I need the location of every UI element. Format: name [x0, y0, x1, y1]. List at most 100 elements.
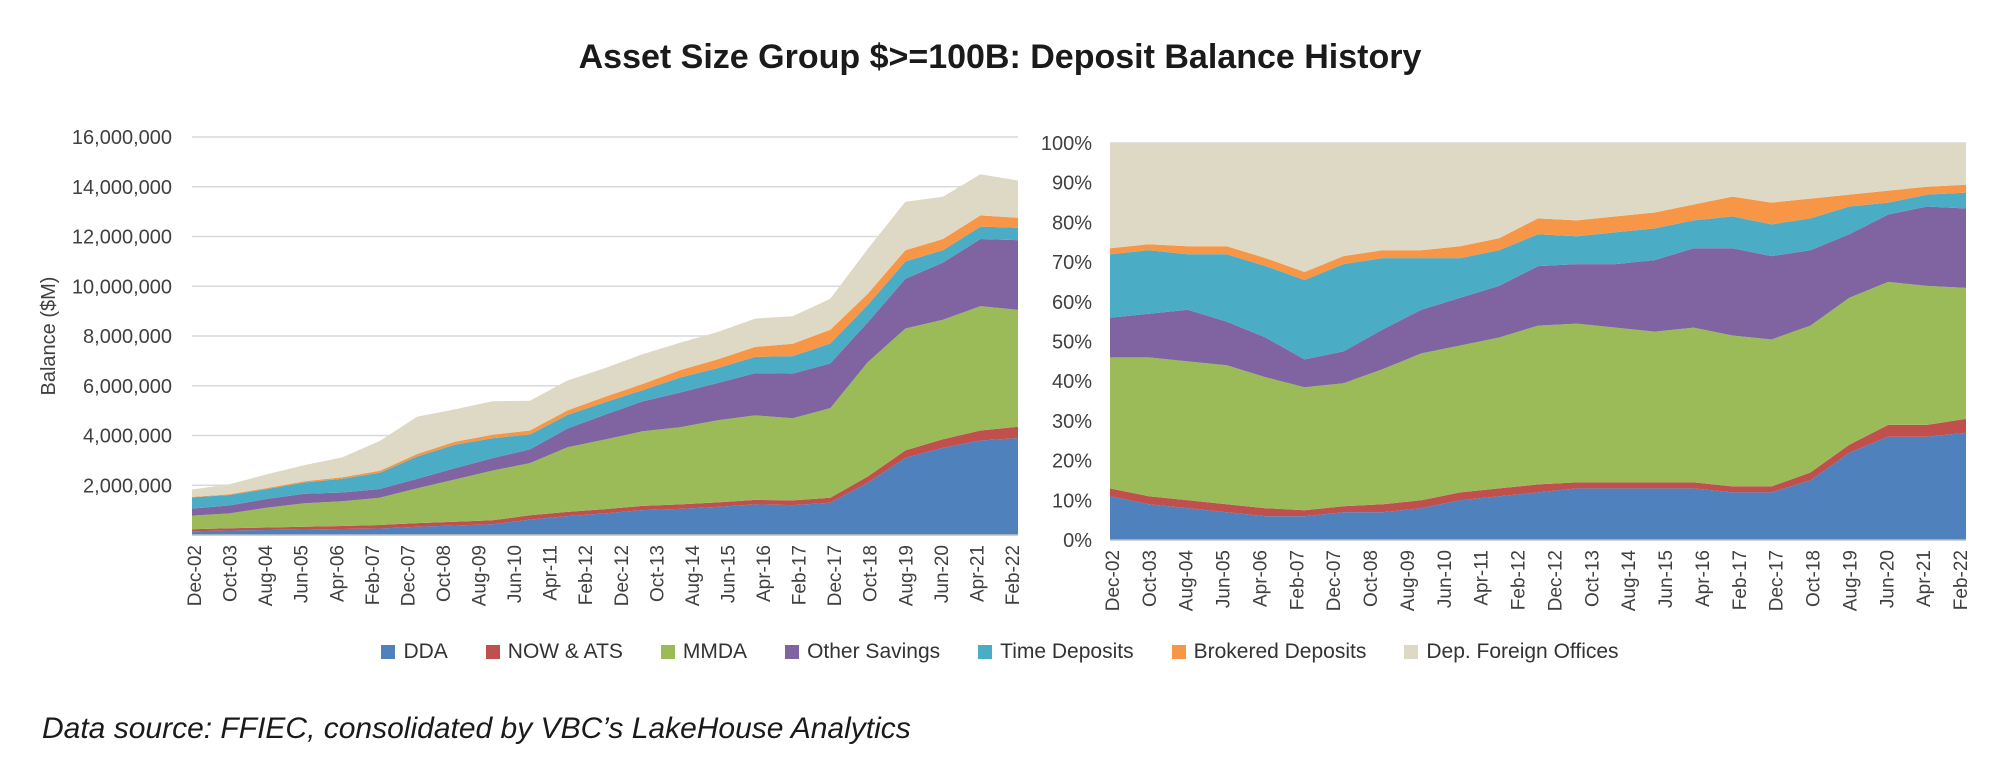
x-tick-label: Apr-11: [1472, 550, 1493, 606]
y-tick-label: 70%: [1052, 252, 1092, 274]
absolute-balance-chart: 2,000,000 4,000,000 6,000,000 8,000,000 10,0…: [38, 127, 1024, 606]
area-time-deposits: [192, 226, 1018, 509]
x-tick-label: Feb-22: [1003, 545, 1024, 605]
legend-swatch: [978, 645, 993, 659]
x-tick-label: Jun-05: [292, 545, 313, 603]
x-tick-label: Jun-05: [1214, 550, 1235, 608]
legend-swatch: [485, 645, 500, 659]
legend-label: NOW & ATS: [507, 640, 623, 663]
y-tick-label: 10,000,000: [72, 276, 172, 298]
y-tick-label: 20%: [1052, 451, 1092, 473]
area-now-ats: [192, 426, 1018, 532]
x-tick-label: Oct-08: [1361, 550, 1382, 607]
legend-label: MMDA: [682, 640, 748, 663]
y-tick-label: 14,000,000: [72, 177, 172, 199]
x-tick-label: Aug-19: [1840, 550, 1861, 611]
area-dep-foreign-offices: [1110, 143, 1966, 272]
chart-legend: DDA NOW & ATS MMDA Other Savings Time Deposi…: [0, 640, 2000, 664]
x-tick-label: Oct-18: [1804, 550, 1825, 607]
y-tick-label: 6,000,000: [83, 376, 172, 398]
x-tick-label: Apr-16: [1693, 550, 1714, 607]
x-tick-label: Jun-10: [1435, 550, 1456, 608]
x-tick-label: Apr-11: [541, 545, 562, 601]
y-tick-label: 12,000,000: [72, 227, 172, 249]
area-dda: [1110, 432, 1966, 540]
y-tick-label: 0%: [1063, 530, 1092, 552]
x-tick-label: Apr-06: [1250, 550, 1271, 607]
x-tick-label: Dec-12: [1545, 550, 1566, 611]
y-tick-label: 50%: [1052, 332, 1092, 354]
x-tick-label: Apr-21: [967, 545, 988, 602]
x-tick-label: Aug-09: [470, 545, 491, 606]
legend-label: Brokered Deposits: [1193, 640, 1367, 663]
legend-label: Other Savings: [807, 640, 941, 663]
x-tick-label: Jun-20: [932, 545, 953, 603]
y-tick-label: 60%: [1052, 292, 1092, 314]
data-source-note: Data source: FFIEC, consolidated by VBC’…: [42, 712, 911, 745]
y-axis-title: Balance ($M): [38, 277, 60, 396]
legend-item-dda: DDA: [381, 640, 448, 664]
legend-item-now-ats: NOW & ATS: [485, 640, 623, 664]
x-tick-label: Oct-03: [221, 545, 242, 602]
area-brokered-deposits: [192, 215, 1018, 498]
legend-item-time-deposits: Time Deposits: [978, 640, 1134, 664]
x-tick-label: Oct-18: [861, 545, 882, 602]
area-other-savings: [1110, 206, 1966, 388]
y-tick-label: 40%: [1052, 371, 1092, 393]
x-tick-label: Dec-02: [185, 545, 206, 606]
x-tick-label: Dec-07: [398, 545, 419, 606]
page-title: Asset Size Group $>=100B: Deposit Balanc…: [578, 38, 1422, 76]
area-other-savings: [192, 239, 1018, 516]
area-dep-foreign-offices: [192, 174, 1018, 497]
legend-item-mmda: MMDA: [660, 640, 748, 664]
x-tick-label: Feb-22: [1951, 550, 1972, 610]
x-tick-label: Jun-10: [505, 545, 526, 603]
x-tick-label: Dec-17: [825, 545, 846, 606]
x-tick-label: Feb-07: [1287, 550, 1308, 610]
x-tick-label: Feb-12: [576, 545, 597, 605]
area-brokered-deposits: [1110, 184, 1966, 280]
x-tick-label: Apr-21: [1914, 550, 1935, 607]
x-tick-label: Aug-04: [1177, 550, 1198, 612]
y-tick-label: 30%: [1052, 411, 1092, 433]
x-tick-label: Oct-08: [434, 545, 455, 602]
y-tick-label: 80%: [1052, 212, 1092, 234]
legend-item-dep-foreign-offices: Dep. Foreign Offices: [1404, 640, 1619, 664]
x-tick-label: Aug-04: [256, 545, 277, 607]
x-tick-label: Apr-06: [327, 545, 348, 602]
y-tick-label: 90%: [1052, 173, 1092, 195]
area-mmda: [192, 306, 1018, 530]
x-tick-label: Feb-17: [790, 545, 811, 605]
x-tick-label: Apr-16: [754, 545, 775, 602]
x-tick-label: Aug-09: [1398, 550, 1419, 611]
x-tick-label: Jun-20: [1877, 550, 1898, 608]
percent-share-chart: 0% 10% 20% 30% 40% 50% 60% 70% 80% 90% 100% Dec-02 O…: [1041, 133, 1972, 611]
area-dda: [192, 438, 1018, 535]
x-tick-label: Dec-02: [1103, 550, 1124, 611]
x-tick-label: Dec-07: [1324, 550, 1345, 611]
x-tick-label: Aug-19: [896, 545, 917, 606]
y-tick-label: 16,000,000: [72, 127, 172, 149]
x-tick-label: Oct-03: [1140, 550, 1161, 607]
y-tick-label: 2,000,000: [83, 475, 172, 497]
y-tick-label: 10%: [1052, 490, 1092, 512]
x-tick-label: Oct-13: [1582, 550, 1603, 607]
legend-label: Time Deposits: [1000, 640, 1134, 663]
y-tick-label: 8,000,000: [83, 326, 172, 348]
legend-swatch: [381, 645, 396, 659]
x-tick-label: Jun-15: [718, 545, 739, 603]
x-tick-label: Aug-14: [683, 545, 704, 607]
x-tick-label: Jun-15: [1656, 550, 1677, 608]
x-tick-label: Oct-13: [647, 545, 668, 602]
area-now-ats: [1110, 418, 1966, 517]
legend-swatch: [1171, 645, 1186, 659]
legend-label: Dep. Foreign Offices: [1426, 640, 1619, 663]
x-tick-label: Feb-17: [1730, 550, 1751, 610]
x-tick-label: Feb-12: [1509, 550, 1530, 610]
x-tick-label: Dec-12: [612, 545, 633, 606]
y-tick-label: 4,000,000: [83, 426, 172, 448]
area-time-deposits: [1110, 192, 1966, 360]
legend-item-brokered-deposits: Brokered Deposits: [1171, 640, 1367, 664]
legend-swatch: [660, 645, 675, 659]
legend-item-other-savings: Other Savings: [785, 640, 940, 664]
